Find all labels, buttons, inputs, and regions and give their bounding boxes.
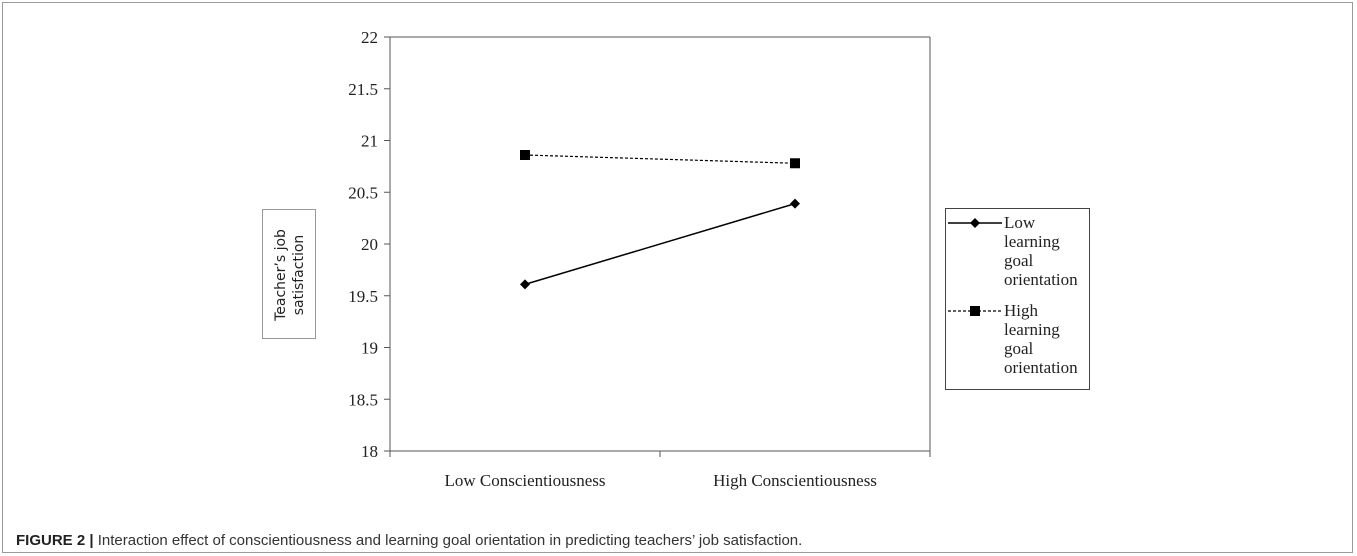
x-category-labels: Low Conscientiousness High Conscientiousn…: [444, 471, 876, 490]
caption-label: FIGURE 2 |: [16, 532, 94, 549]
y-tick-label: 19: [361, 339, 378, 358]
data-point-diamond: [520, 279, 530, 290]
legend-swatch-high: [948, 306, 1002, 316]
y-axis-label-box: Teacher’s job satisfaction: [262, 209, 316, 339]
legend-label-low: Low learning goal orientation: [1004, 213, 1078, 289]
chart-axes: [384, 36, 931, 457]
legend-swatch-low: [948, 218, 1002, 228]
y-tick-label: 21: [361, 132, 378, 151]
caption-text: Interaction effect of conscientiousness …: [93, 532, 803, 549]
y-tick-label: 22: [361, 28, 378, 47]
legend: Low learning goal orientation High learn…: [945, 208, 1090, 390]
y-tick-labels: 22 21.5 21 20.5 20 19.5 19 18.5 18: [348, 28, 378, 461]
y-tick-label: 18.5: [348, 390, 378, 409]
y-tick-label: 20: [361, 235, 378, 254]
data-point-diamond: [790, 198, 800, 209]
chart-series: [520, 149, 800, 290]
data-point-square: [790, 158, 800, 169]
x-category-label: Low Conscientiousness: [444, 471, 605, 490]
figure-caption: FIGURE 2 | Interaction effect of conscie…: [16, 532, 1336, 549]
y-tick-label: 20.5: [348, 183, 378, 202]
series-line: [524, 202, 796, 286]
x-category-label: High Conscientiousness: [713, 471, 877, 490]
series-line: [524, 154, 796, 164]
data-point-square: [520, 149, 530, 160]
y-tick-label: 18: [361, 442, 378, 461]
y-axis-label: Teacher’s job satisfaction: [273, 229, 307, 321]
y-tick-label: 21.5: [348, 80, 378, 99]
legend-label-high: High learning goal orientation: [1004, 301, 1078, 377]
y-tick-label: 19.5: [348, 287, 378, 306]
